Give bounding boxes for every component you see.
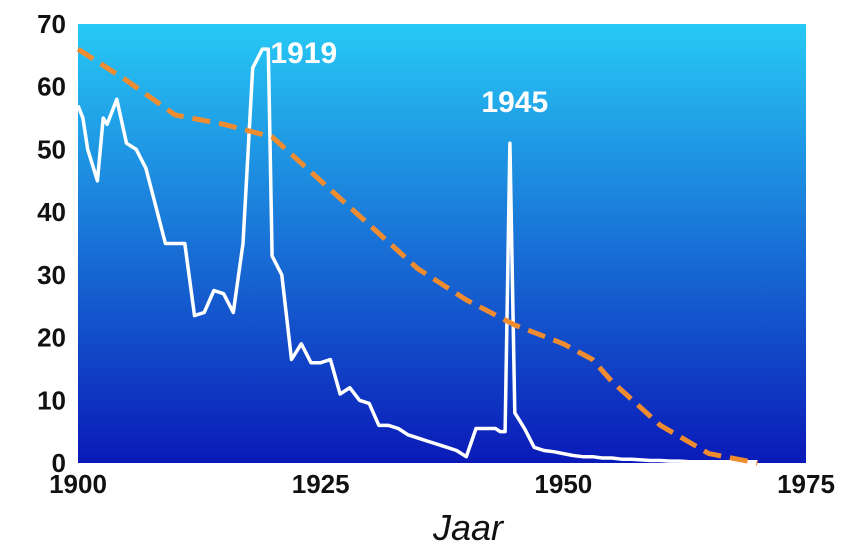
plot-area <box>78 24 806 463</box>
annotations: 1919 1945 <box>270 37 548 119</box>
y-tick-label: 40 <box>37 197 66 227</box>
y-tick-label: 60 <box>37 72 66 102</box>
y-tick-label: 20 <box>37 323 66 353</box>
y-tick-label: 70 <box>37 9 66 39</box>
x-tick-label: 1950 <box>534 469 592 499</box>
y-tick-label: 30 <box>37 260 66 290</box>
series-line-1 <box>76 47 758 464</box>
series-layer <box>76 46 758 466</box>
y-tick-label: 10 <box>37 385 66 415</box>
x-axis: 1900 1925 1950 1975 <box>49 469 835 499</box>
x-tick-label: 1975 <box>777 469 835 499</box>
x-tick-label: 1900 <box>49 469 107 499</box>
x-axis-label: Jaar <box>432 507 505 548</box>
annotation-label: 1919 <box>270 37 337 70</box>
x-tick-label: 1925 <box>292 469 350 499</box>
annotation-label: 1945 <box>481 86 548 119</box>
series-line-2 <box>76 46 758 466</box>
y-tick-label: 0 <box>52 448 66 478</box>
y-tick-label: 50 <box>37 134 66 164</box>
y-axis: 0 10 20 30 40 50 60 70 <box>37 9 66 478</box>
